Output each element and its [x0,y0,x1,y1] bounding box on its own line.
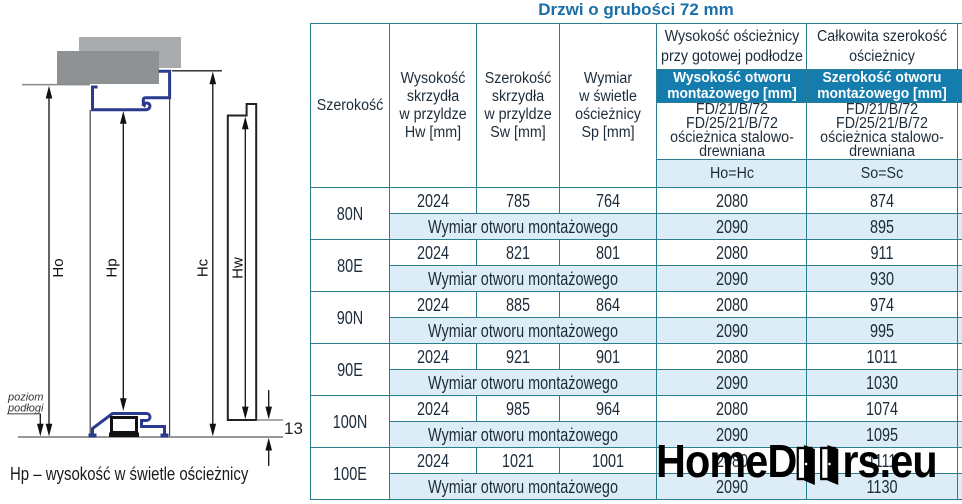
svg-text:poziom: poziom [7,392,43,404]
svg-text:Hw: Hw [229,257,246,279]
svg-text:Hp: Hp [104,258,121,277]
svg-text:podłogi: podłogi [7,403,44,415]
svg-text:13: 13 [284,419,303,438]
svg-text:Hc: Hc [195,258,212,277]
svg-text:Ho: Ho [50,258,67,277]
